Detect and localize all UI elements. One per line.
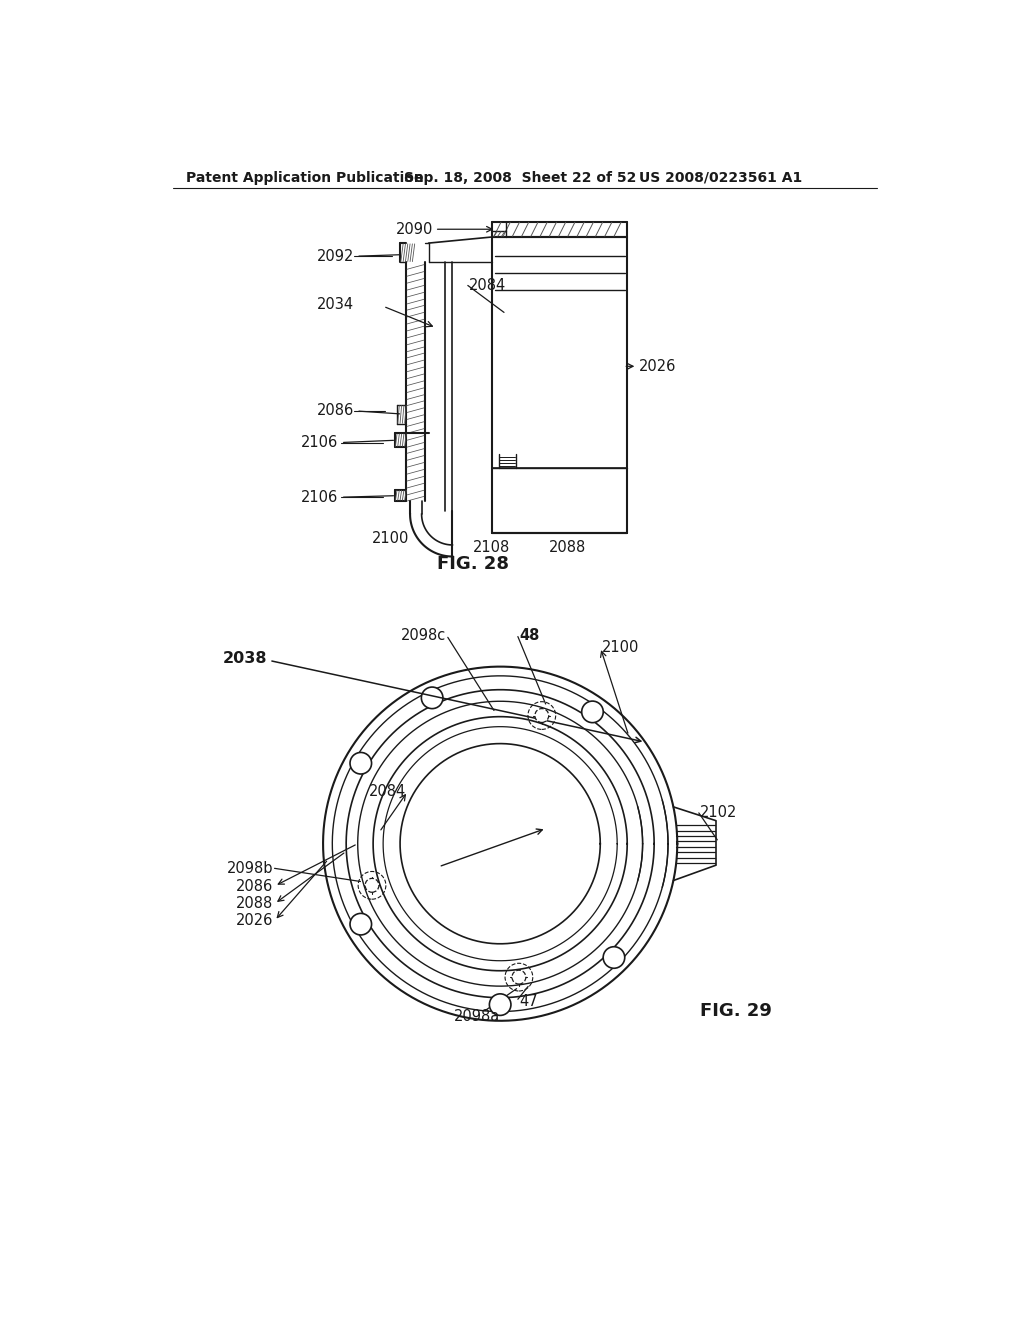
Text: 2102: 2102 xyxy=(700,805,737,821)
Text: 2098a: 2098a xyxy=(454,1010,500,1024)
Circle shape xyxy=(535,709,549,722)
Text: Sep. 18, 2008  Sheet 22 of 52: Sep. 18, 2008 Sheet 22 of 52 xyxy=(403,170,636,185)
Text: 2090: 2090 xyxy=(396,222,433,236)
Circle shape xyxy=(603,946,625,969)
Text: FIG. 29: FIG. 29 xyxy=(700,1002,772,1020)
Text: 2106: 2106 xyxy=(301,490,339,504)
Circle shape xyxy=(512,970,526,985)
Text: 2098c: 2098c xyxy=(401,628,446,643)
Text: 2034: 2034 xyxy=(316,297,354,313)
Text: 2084: 2084 xyxy=(369,784,407,799)
Text: 2026: 2026 xyxy=(639,359,676,374)
Text: 2086: 2086 xyxy=(236,879,273,894)
Text: 2108: 2108 xyxy=(473,540,510,554)
Text: 2098b: 2098b xyxy=(226,861,273,876)
Circle shape xyxy=(489,994,511,1015)
Text: 2092: 2092 xyxy=(316,248,354,264)
Text: Patent Application Publication: Patent Application Publication xyxy=(186,170,424,185)
Text: 2088: 2088 xyxy=(549,540,587,554)
Text: FIG. 28: FIG. 28 xyxy=(437,556,509,573)
Text: US 2008/0223561 A1: US 2008/0223561 A1 xyxy=(639,170,802,185)
Text: 2084: 2084 xyxy=(469,279,507,293)
Text: 2106: 2106 xyxy=(301,436,339,450)
Text: 2100: 2100 xyxy=(372,531,410,546)
Text: 2026: 2026 xyxy=(236,913,273,928)
Circle shape xyxy=(366,878,379,892)
Text: 2038: 2038 xyxy=(223,651,267,667)
Text: 47: 47 xyxy=(519,994,538,1008)
Text: 2100: 2100 xyxy=(602,640,639,655)
Circle shape xyxy=(582,701,603,722)
Text: 2086: 2086 xyxy=(316,404,354,418)
Text: 2088: 2088 xyxy=(236,896,273,911)
Circle shape xyxy=(350,752,372,774)
Text: 48: 48 xyxy=(519,628,540,643)
Circle shape xyxy=(421,688,443,709)
Circle shape xyxy=(350,913,372,935)
